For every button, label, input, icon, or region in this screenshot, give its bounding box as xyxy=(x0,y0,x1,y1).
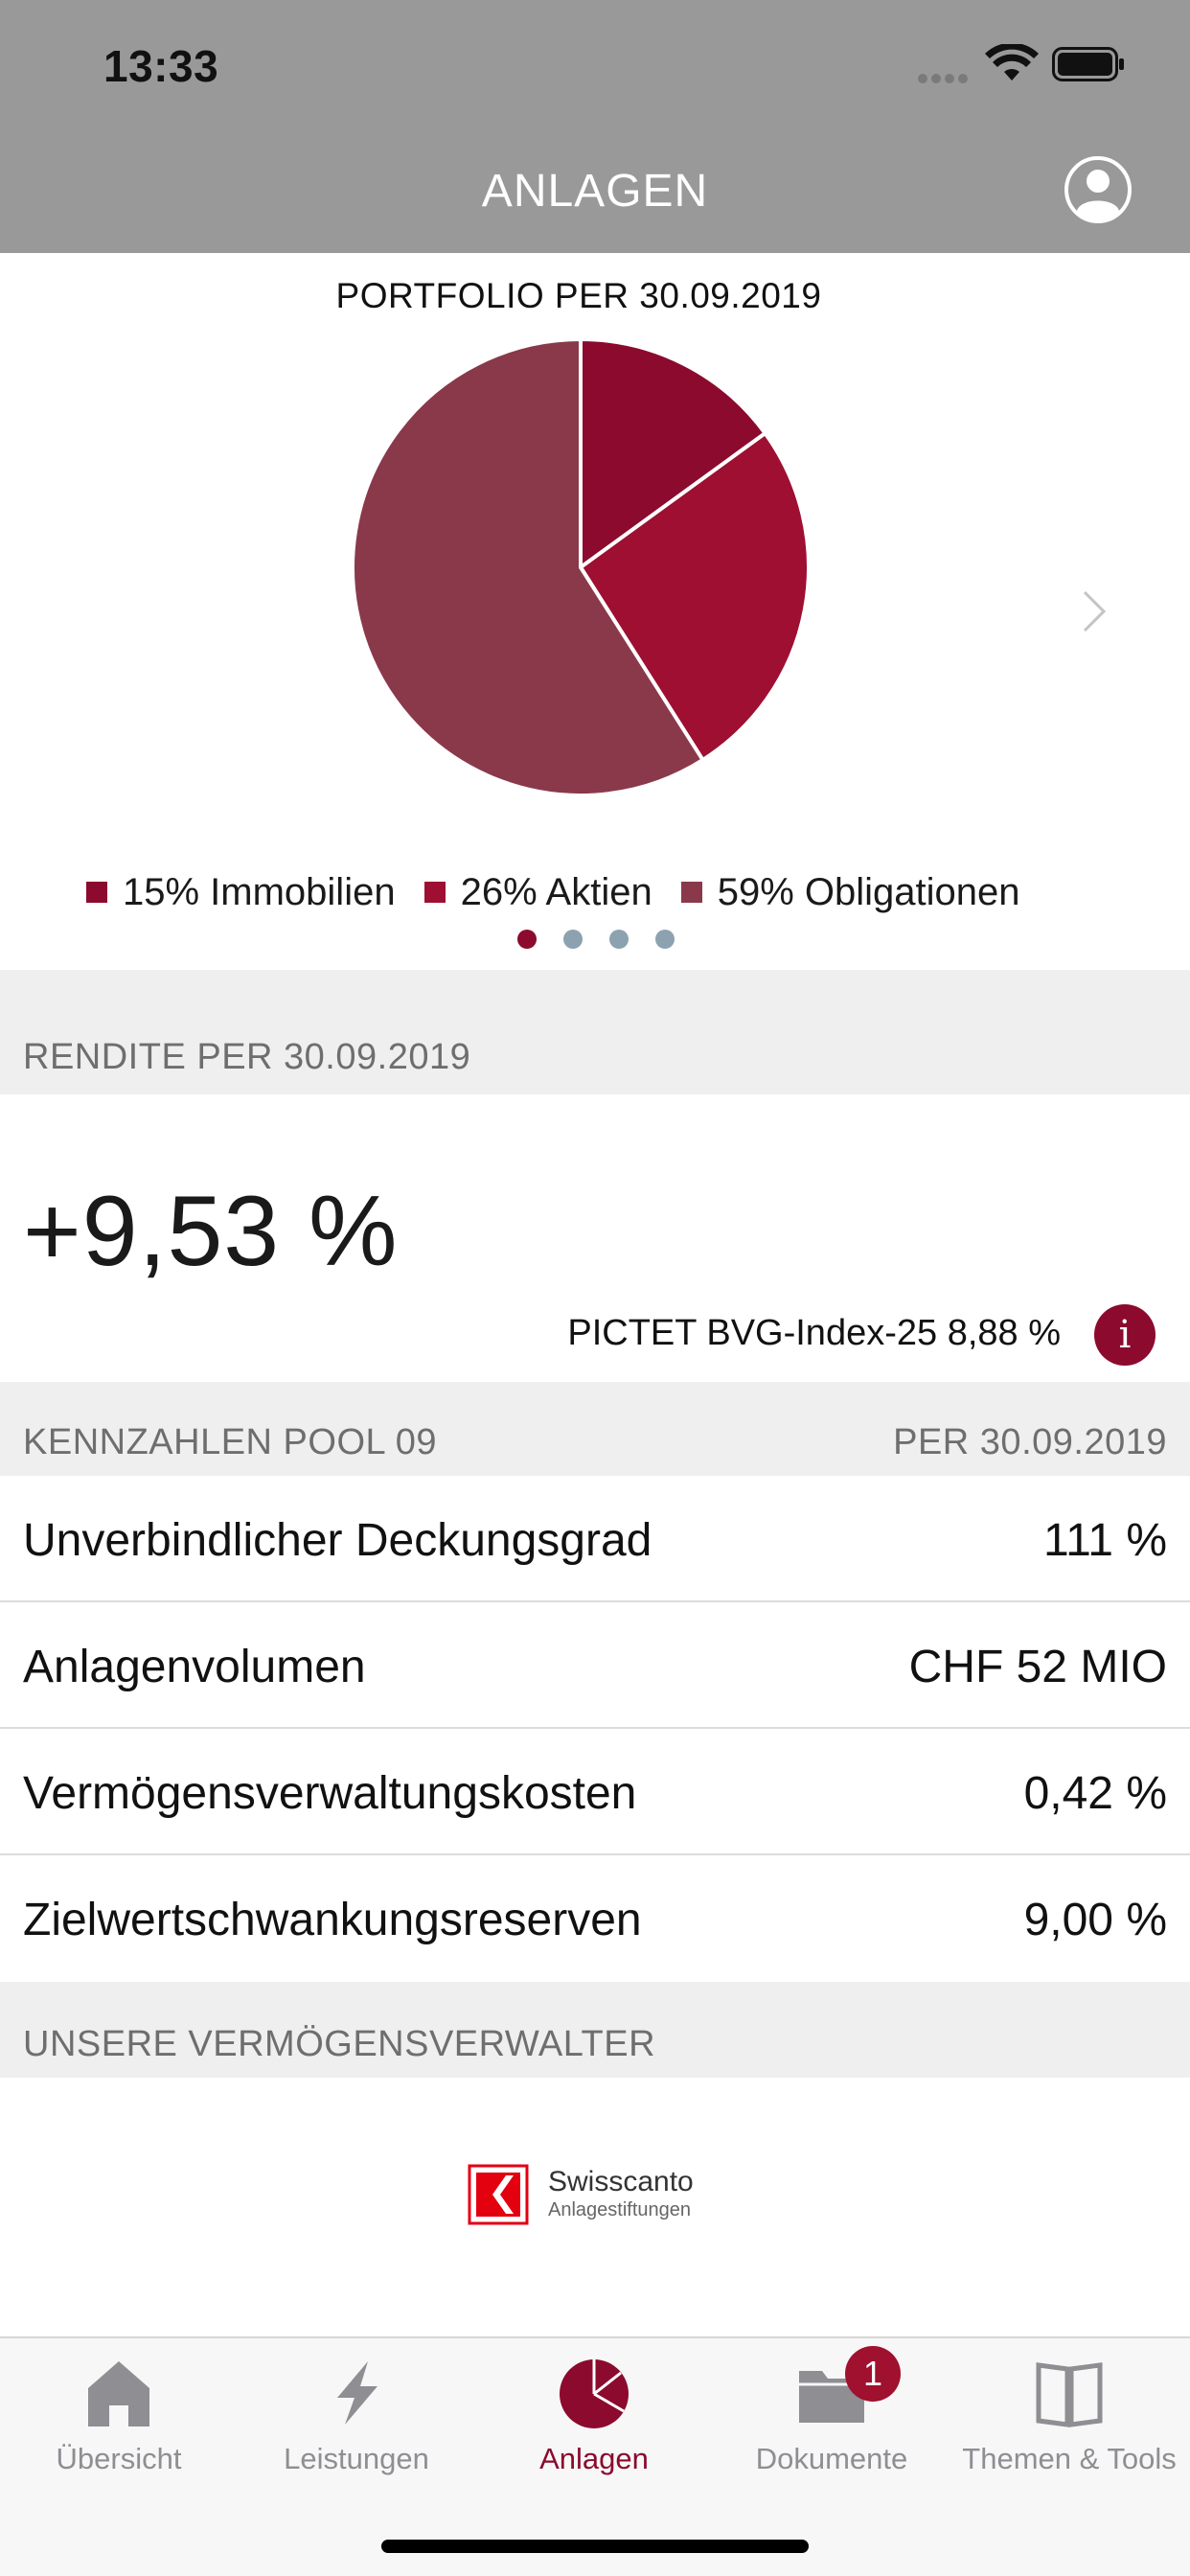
page-dot[interactable] xyxy=(563,930,583,949)
tab-leistungen[interactable]: Leistungen xyxy=(238,2338,475,2511)
portfolio-title: PORTFOLIO PER 30.09.2019 xyxy=(335,276,822,315)
status-time: 13:33 xyxy=(103,41,219,91)
kennzahl-value: CHF 52 MIO xyxy=(908,1642,1167,1692)
pie-slice-immobilien[interactable] xyxy=(579,337,768,571)
tab-anlagen[interactable]: Anlagen xyxy=(475,2338,713,2511)
kennzahl-value: 111 % xyxy=(1043,1515,1167,1566)
legend-swatch xyxy=(86,882,107,903)
house-icon xyxy=(88,2361,149,2426)
kennzahl-label: Vermögensverwaltungskosten xyxy=(23,1768,637,1819)
tab-dokumente[interactable]: Dokumente xyxy=(713,2338,950,2511)
legend-label: 15% Immobilien xyxy=(123,870,396,913)
notification-badge: 1 xyxy=(845,2346,901,2402)
tab-label: Dokumente xyxy=(755,2442,908,2475)
kennzahl-label: Unverbindlicher Deckungsgrad xyxy=(23,1515,652,1566)
tab-themen-tools[interactable]: Themen & Tools xyxy=(950,2338,1188,2511)
chart-legend: 15% Immobilien 26% Aktien 59% Obligationen xyxy=(86,868,1049,916)
kennzahlen-section-header: KENNZAHLEN POOL 09 PER 30.09.2019 xyxy=(0,1382,1190,1476)
tab-label: Anlagen xyxy=(539,2442,649,2475)
page-dot[interactable] xyxy=(655,930,675,949)
kennzahl-row-anlagenvolumen: Anlagenvolumen CHF 52 MIO xyxy=(0,1602,1190,1729)
lightning-icon xyxy=(337,2361,378,2425)
legend-label: 59% Obligationen xyxy=(717,870,1020,913)
pie-chart-icon xyxy=(560,2359,629,2428)
battery-icon xyxy=(1052,47,1124,81)
legend-swatch xyxy=(423,882,446,903)
cellular-signal-icon xyxy=(918,71,973,83)
profile-icon[interactable] xyxy=(1064,155,1133,224)
verwalter-section-header: UNSERE VERMÖGENSVERWALTER xyxy=(0,1982,1190,2078)
kennzahl-row-wertschwankungsreserven: Zielwertschwankungsreserven 9,00 % xyxy=(0,1855,1190,1982)
tab-label: Themen & Tools xyxy=(962,2442,1177,2475)
app-header: 13:33 ANLAGEN xyxy=(0,0,1190,253)
rendite-value: +9,53 % xyxy=(23,1176,399,1287)
legend-item: 59% Obligationen xyxy=(680,870,1020,914)
kennzahlen-section-date: PER 30.09.2019 xyxy=(893,1422,1167,1462)
legend-swatch xyxy=(680,882,702,903)
pie-slice-obligationen[interactable] xyxy=(351,337,706,797)
tab-uebersicht[interactable]: Übersicht xyxy=(0,2338,238,2511)
wifi-icon xyxy=(985,44,1039,80)
svg-text:Swisscanto: Swisscanto xyxy=(548,2166,694,2197)
home-indicator[interactable] xyxy=(381,2540,809,2553)
chevron-right-icon[interactable] xyxy=(1081,588,1108,634)
kennzahl-row-deckungsgrad: Unverbindlicher Deckungsgrad 111 % xyxy=(0,1476,1190,1602)
book-icon xyxy=(1036,2362,1103,2427)
swisscanto-logo[interactable]: Swisscanto Anlagestiftungen xyxy=(468,2158,726,2229)
rendite-section-header: RENDITE PER 30.09.2019 xyxy=(0,970,1190,1094)
portfolio-pie-chart[interactable] xyxy=(351,337,811,797)
tab-bar: Übersicht Leistungen Anlagen Dokumente 1… xyxy=(0,2336,1190,2576)
legend-item: 15% Immobilien xyxy=(86,871,396,914)
kennzahl-label: Anlagenvolumen xyxy=(23,1642,366,1692)
rendite-section-label: RENDITE PER 30.09.2019 xyxy=(23,1037,471,1077)
page-indicator[interactable] xyxy=(517,930,680,951)
pie-slice-aktien[interactable] xyxy=(578,430,811,763)
benchmark-text: PICTET BVG-Index-25 8,88 % xyxy=(567,1313,1061,1353)
verwalter-section-label: UNSERE VERMÖGENSVERWALTER xyxy=(23,2024,656,2064)
info-button[interactable]: i xyxy=(1094,1304,1156,1366)
page-dot[interactable] xyxy=(609,930,629,949)
legend-item: 26% Aktien xyxy=(423,870,652,914)
page-dot[interactable] xyxy=(517,930,537,949)
kennzahl-label: Zielwertschwankungsreserven xyxy=(23,1895,642,1945)
page-title: ANLAGEN xyxy=(481,166,709,217)
kennzahl-row-verwaltungskosten: Vermögensverwaltungskosten 0,42 % xyxy=(0,1729,1190,1855)
kennzahlen-section-label: KENNZAHLEN POOL 09 xyxy=(23,1422,438,1462)
kennzahl-value: 9,00 % xyxy=(1023,1895,1167,1945)
kennzahl-value: 0,42 % xyxy=(1023,1768,1167,1819)
svg-text:Anlagestiftungen: Anlagestiftungen xyxy=(548,2199,691,2220)
tab-label: Leistungen xyxy=(284,2442,429,2475)
legend-label: 26% Aktien xyxy=(460,870,652,913)
tab-label: Übersicht xyxy=(56,2442,182,2475)
